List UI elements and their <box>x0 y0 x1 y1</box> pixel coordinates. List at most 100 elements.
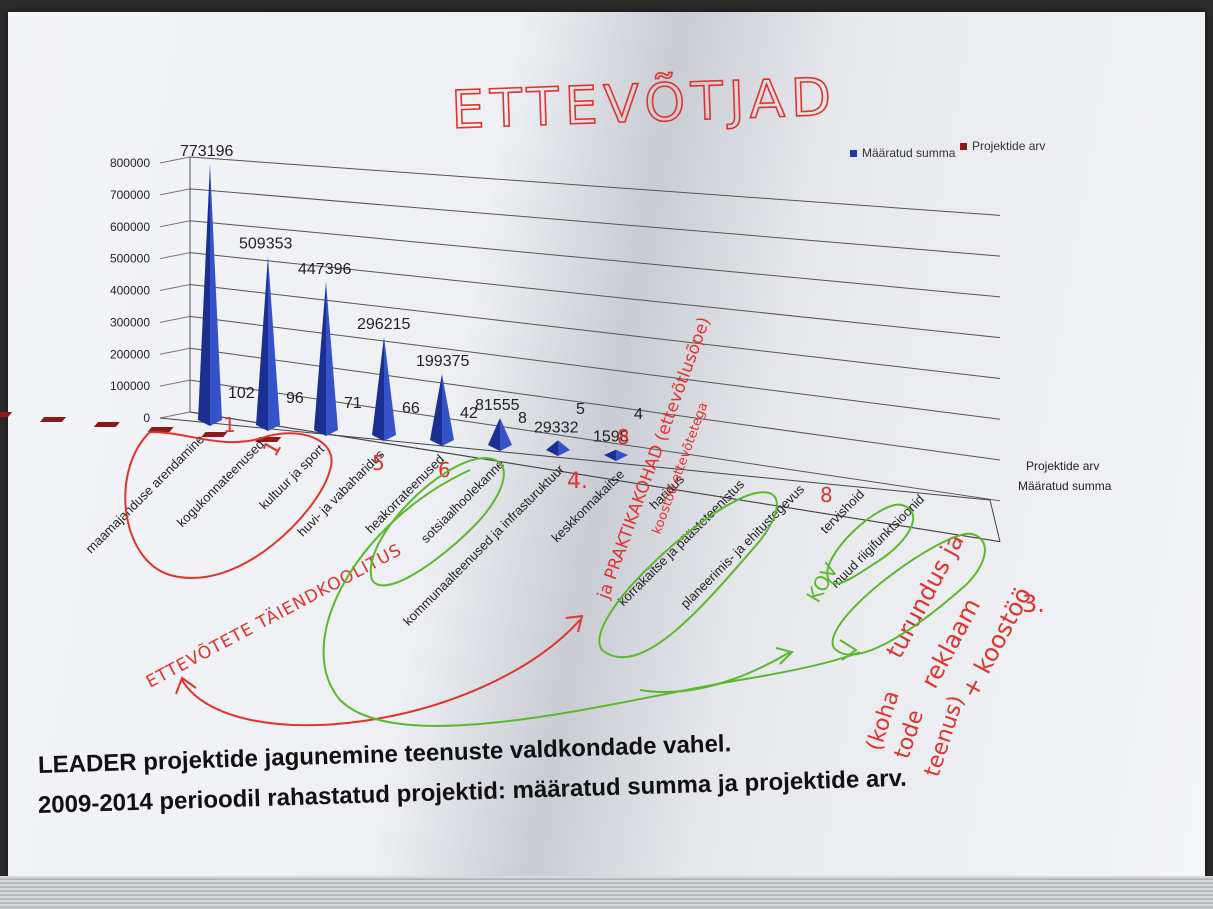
bar-projektide-arv <box>201 432 228 437</box>
value-label-summa: 81555 <box>475 397 520 414</box>
legend-label-summa: Määratud summa <box>862 146 956 160</box>
y-tick-label: 800000 <box>110 156 150 170</box>
y-tick-label: 700000 <box>110 188 150 202</box>
bar-maaratud-summa <box>430 373 442 446</box>
green-arrowhead-2 <box>839 639 858 661</box>
red-arrowhead-left <box>175 676 197 695</box>
depth-label-arv: Projektide arv <box>1026 459 1099 473</box>
paper-stack <box>0 876 1213 909</box>
mark-3: 3. <box>1022 590 1045 618</box>
value-label-summa: 509353 <box>239 235 292 252</box>
bar-projektide-arv <box>39 417 67 422</box>
y-tick-label: 300000 <box>110 315 150 329</box>
gridline-tick <box>159 379 191 387</box>
bar-maaratud-summa <box>314 281 326 436</box>
bar-maaratud-summa-face <box>326 281 338 436</box>
bar-maaratud-summa-face <box>268 256 280 431</box>
bar-maaratud-summa <box>198 163 210 426</box>
bar-maaratud-summa <box>604 449 616 461</box>
poster-sheet <box>8 12 1205 884</box>
value-label-arv: 66 <box>402 400 420 417</box>
green-oval-korrakaitse <box>598 491 778 658</box>
gridline-tick <box>159 347 191 355</box>
legend-label-arv: Projektide arv <box>972 139 1045 153</box>
bar-maaratud-summa <box>256 256 268 431</box>
mark-5: 5 <box>372 451 385 475</box>
value-labels: 773196 102 509353 96 447396 71 296215 66 199375 4… <box>180 143 643 446</box>
category-labels: maamajanduse arendaminekogukonnateenused… <box>83 432 928 629</box>
green-oval-tervishoid <box>826 503 915 585</box>
mark-1a: 1 <box>223 413 236 437</box>
value-label-summa: 773196 <box>180 143 233 160</box>
bar-maaratud-summa-face <box>210 163 222 426</box>
red-notes: 1 1 5 6 4. 8 8 3. ETTEVÕTETE TÄIENDKOOLI… <box>142 314 1045 779</box>
bar-maaratud-summa-face <box>384 336 396 441</box>
red-annotations <box>124 430 584 727</box>
legend: Määratud summa Projektide arv <box>850 139 1045 160</box>
value-label-arv: 4 <box>634 406 643 423</box>
bars <box>0 163 628 461</box>
green-arrow-korra <box>639 651 791 693</box>
bar-maaratud-summa-face <box>500 417 512 451</box>
note-ettevotete: ETTEVÕTETE TÄIENDKOOLITUS <box>142 538 405 692</box>
value-label-arv: 5 <box>576 401 585 418</box>
gridline-tick <box>159 156 191 164</box>
y-tick-label: 0 <box>143 411 150 425</box>
floor-front-edge <box>159 417 991 501</box>
green-annotations <box>322 456 986 727</box>
value-label-arv: 42 <box>460 405 478 422</box>
bar-maaratud-summa-face <box>442 373 454 446</box>
value-label-arv: 71 <box>344 395 362 412</box>
depth-label-summa: Määratud summa <box>1018 479 1112 493</box>
y-axis-ticks: 0 100000 200000 300000 400000 500000 600000 700… <box>110 156 150 425</box>
y-tick-label: 100000 <box>110 379 150 393</box>
mark-4: 4. <box>567 469 588 494</box>
green-loop-large <box>322 469 861 727</box>
gridline-tick <box>159 284 191 291</box>
legend-swatch-arv <box>960 143 967 150</box>
bar-maaratud-summa <box>488 417 500 451</box>
gridline <box>189 188 1001 257</box>
y-tick-label: 200000 <box>110 347 150 361</box>
gridline-tick <box>159 220 191 228</box>
bar-projektide-arv <box>93 422 120 427</box>
bar-maaratud-summa <box>372 336 384 441</box>
red-arrowhead-right <box>565 614 584 633</box>
green-oval-sotsiaal <box>369 456 505 587</box>
gridline <box>189 156 1001 216</box>
gridline-tick <box>159 315 191 323</box>
green-oval-muud <box>831 532 986 656</box>
y-tick-label: 400000 <box>110 284 150 298</box>
mark-8b: 8 <box>820 483 833 507</box>
y-tick-label: 500000 <box>110 252 150 266</box>
green-arrowhead-1 <box>775 647 794 665</box>
gridline-tick <box>159 188 191 196</box>
value-label-arv: 102 <box>228 385 255 402</box>
gridline <box>189 220 1001 298</box>
red-double-arrow <box>181 619 581 727</box>
red-ellipse <box>124 430 333 579</box>
legend-swatch-summa <box>850 150 857 157</box>
category-label: maamajanduse arendamine <box>83 432 208 557</box>
mark-8: 8 <box>617 425 630 449</box>
value-label-arv: 96 <box>286 390 304 407</box>
value-label-summa: 29332 <box>534 419 579 436</box>
handwritten-title: ETTEVÕTJAD <box>450 67 838 141</box>
value-label-summa: 1598 <box>593 429 629 446</box>
bar-projektide-arv <box>0 412 13 417</box>
gridline-tick <box>159 252 191 260</box>
gridline <box>189 252 1001 339</box>
value-label-summa: 199375 <box>416 353 469 370</box>
bar-maaratud-summa-face <box>558 440 570 456</box>
y-tick-label: 600000 <box>110 220 150 234</box>
bar-maaratud-summa-face <box>616 449 628 461</box>
gridline-tick <box>159 411 191 419</box>
value-label-arv: 8 <box>518 410 527 427</box>
note-teenus: teenus) <box>920 693 970 780</box>
bar-projektide-arv <box>147 427 174 432</box>
bar-maaratud-summa <box>546 440 558 456</box>
value-label-summa: 447396 <box>298 261 351 278</box>
value-label-summa: 296215 <box>357 316 410 333</box>
floor-right-edge <box>989 499 1001 542</box>
